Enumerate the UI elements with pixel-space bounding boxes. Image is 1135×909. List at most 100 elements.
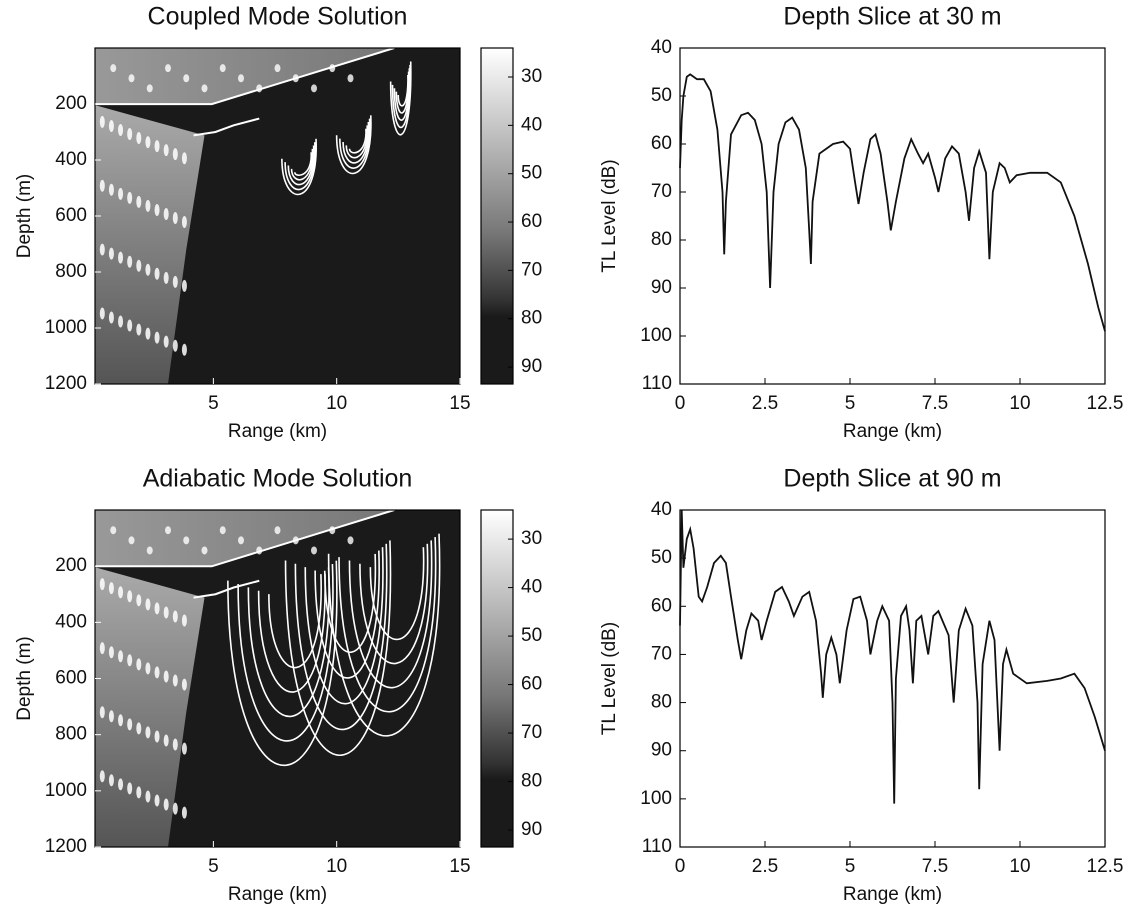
x-axis-label: Range (km) — [228, 884, 327, 905]
fan-speckle — [154, 602, 160, 615]
colorbar-tick-label: 60 — [521, 211, 542, 232]
contour-line — [335, 115, 372, 175]
y-tick-label: 1000 — [45, 317, 87, 338]
y-tick-label: 110 — [642, 836, 672, 857]
fan-speckle — [172, 148, 178, 161]
fan-speckle — [108, 183, 114, 196]
contour-line — [369, 547, 425, 641]
fan-speckle — [118, 187, 124, 200]
colorbar-tick-label: 40 — [521, 114, 542, 135]
fan-speckle — [163, 734, 169, 747]
fan-speckle — [163, 207, 169, 220]
fan-region — [95, 567, 205, 847]
fan-speckle — [181, 216, 187, 229]
fan-region — [95, 105, 205, 385]
contour-line — [290, 148, 314, 181]
fan-speckle — [108, 247, 114, 260]
contour-line — [324, 553, 377, 653]
x-tick-label: 10 — [326, 856, 347, 877]
fan-speckle — [136, 323, 142, 336]
colorbar-tick-label: 90 — [521, 819, 542, 840]
chart-title: Adiabatic Mode Solution — [143, 465, 413, 493]
colorbar-tick-label: 70 — [521, 259, 542, 280]
x-tick-label: 15 — [449, 856, 470, 877]
contour-line — [227, 560, 338, 767]
fan-speckle — [136, 722, 142, 735]
colorbar-tick-label: 30 — [521, 66, 542, 87]
water-speckle — [311, 84, 317, 93]
water-speckle — [347, 536, 354, 545]
fan-speckle — [127, 128, 133, 141]
colorbar-tick-label: 90 — [521, 356, 542, 377]
fan-speckle — [154, 666, 160, 679]
water-speckle — [146, 546, 153, 555]
fan-speckle — [99, 770, 105, 783]
fan-speckle — [181, 343, 187, 356]
fan-speckle — [163, 271, 169, 284]
water-speckle — [238, 74, 244, 83]
fan-speckle — [99, 307, 105, 320]
fan-speckle — [181, 279, 187, 292]
contour-line — [397, 74, 409, 107]
fan-speckle — [108, 646, 114, 659]
y-tick-label: 400 — [55, 149, 87, 170]
fan-speckle — [136, 259, 142, 272]
fan-speckle — [99, 243, 105, 256]
y-tick-label: 90 — [651, 277, 672, 298]
fan-speckle — [154, 730, 160, 743]
x-tick-label: 2.5 — [752, 856, 778, 877]
y-tick-label: 200 — [55, 93, 87, 114]
y-tick-label: 70 — [651, 643, 672, 664]
contour-line — [284, 142, 316, 191]
fan-speckle — [172, 610, 178, 623]
fan-speckle — [172, 802, 178, 815]
fan-speckle — [127, 654, 133, 667]
contour-line — [268, 574, 322, 669]
colorbar-tick-label: 50 — [521, 163, 542, 184]
fan-speckle — [172, 674, 178, 687]
contour-line — [304, 547, 384, 705]
fan-speckle — [172, 339, 178, 352]
water-speckle — [347, 74, 354, 83]
water-speckle — [146, 84, 153, 93]
x-tick-label: 10 — [1009, 856, 1030, 877]
fan-speckle — [127, 590, 133, 603]
x-tick-label: 7.5 — [922, 393, 948, 414]
contour-line — [314, 550, 380, 679]
water-speckle — [165, 64, 171, 73]
fan-speckle — [145, 263, 151, 276]
x-tick-label: 5 — [208, 856, 219, 877]
colorbar — [480, 509, 514, 848]
y-tick-label: 40 — [651, 499, 672, 520]
colorbar-tick-label: 80 — [521, 771, 542, 792]
colorbar-tick-label: 50 — [521, 625, 542, 646]
fan-speckle — [99, 642, 105, 655]
y-tick-label: 80 — [651, 692, 672, 713]
fan-speckle — [118, 123, 124, 136]
water-layer — [95, 48, 395, 105]
fan-speckle — [118, 251, 124, 264]
colorbar — [480, 47, 514, 385]
water-speckle — [165, 526, 171, 535]
contour-line — [247, 567, 330, 718]
fan-speckle — [136, 195, 142, 208]
y-tick-label: 1200 — [45, 373, 87, 394]
y-tick-label: 1200 — [45, 836, 87, 857]
contour-line — [327, 533, 441, 737]
fan-speckle — [163, 670, 169, 683]
field-image — [95, 47, 460, 385]
contour-line — [359, 543, 429, 665]
water-speckle — [128, 74, 135, 83]
fan-speckle — [172, 738, 178, 751]
fan-speckle — [127, 255, 133, 268]
water-speckle — [274, 526, 281, 535]
contour-line — [348, 128, 367, 154]
fan-speckle — [181, 806, 187, 819]
fan-speckle — [118, 714, 124, 727]
contour-line — [287, 145, 315, 186]
fan-speckle — [136, 786, 142, 799]
x-tick-label: 7.5 — [922, 856, 948, 877]
fan-speckle — [118, 778, 124, 791]
x-tick-label: 5 — [845, 856, 856, 877]
